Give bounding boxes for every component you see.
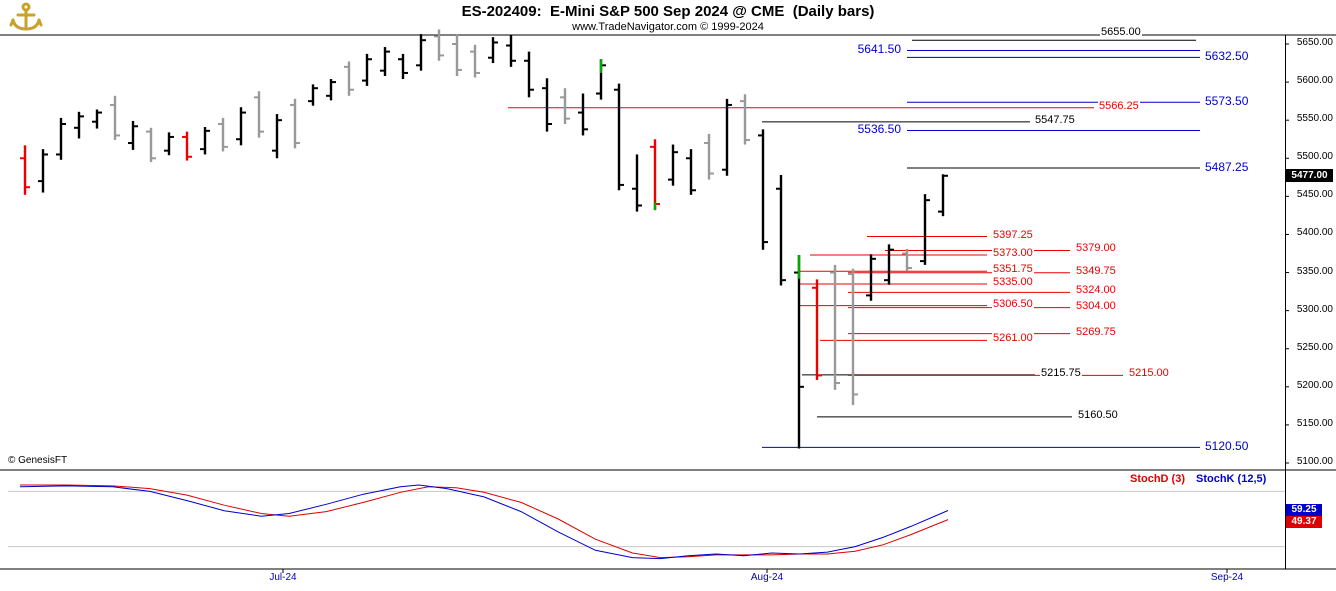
stochd-value-badge: 49.37 xyxy=(1286,516,1322,528)
stochk-value-badge: 59.25 xyxy=(1286,504,1322,516)
chart-title: ES-202409: E-Mini S&P 500 Sep 2024 @ CME… xyxy=(461,3,875,20)
stochk-legend[interactable]: StochK (12,5) xyxy=(1196,473,1267,485)
watermark: © GenesisFT xyxy=(8,455,68,466)
stochd-legend[interactable]: StochD (3) xyxy=(1130,473,1185,485)
stochd-line xyxy=(20,484,949,559)
anchor-icon xyxy=(8,2,44,38)
chart-subtitle: www.TradeNavigator.com © 1999-2024 xyxy=(572,21,764,33)
chart-header: ES-202409: E-Mini S&P 500 Sep 2024 @ CME… xyxy=(0,0,1336,33)
stochk-line xyxy=(19,484,949,560)
last-price-badge: 5477.00 xyxy=(1286,168,1333,182)
